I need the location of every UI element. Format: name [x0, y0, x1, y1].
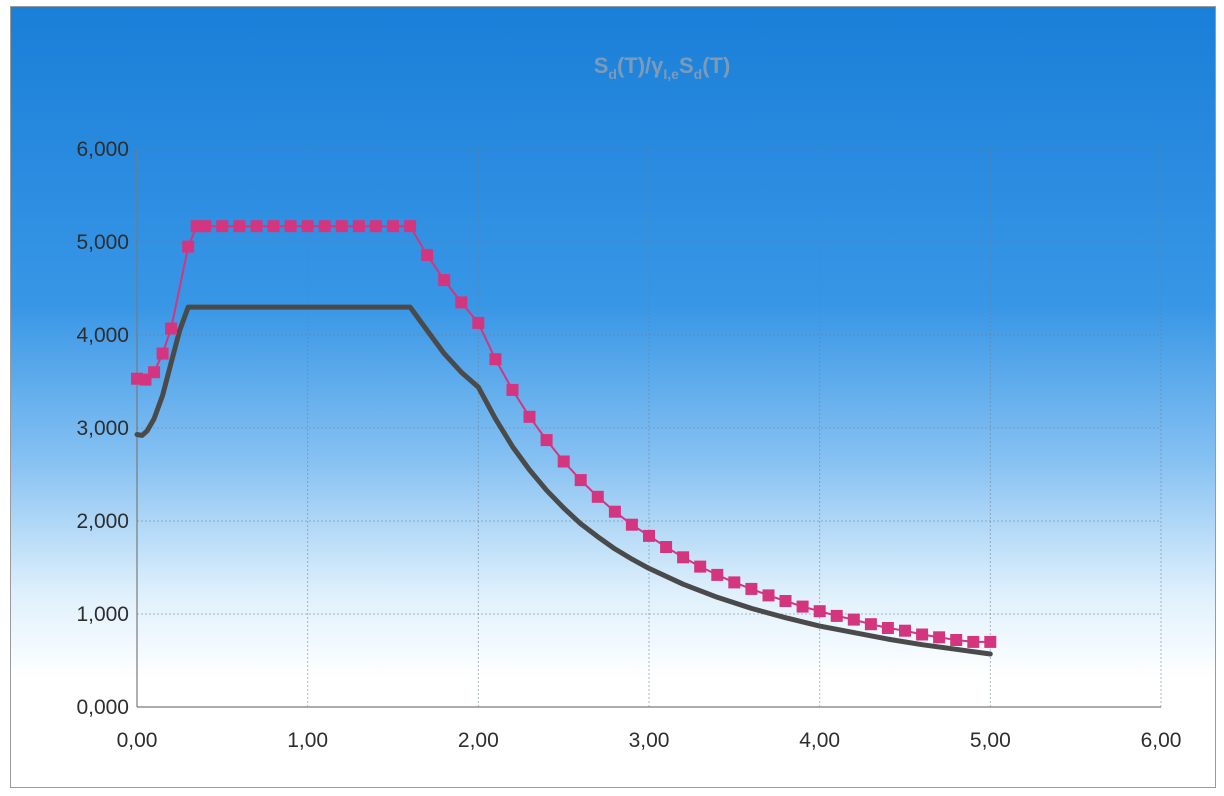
- series-2-point: [438, 274, 451, 287]
- axes: [136, 149, 1161, 708]
- series-2-point: [335, 220, 348, 233]
- series-2-point: [369, 220, 382, 233]
- y-tick-label: 5,000: [76, 231, 129, 254]
- x-tick-label: 3,00: [629, 729, 670, 752]
- series-1-line: [134, 304, 993, 657]
- series-2-point: [984, 635, 997, 648]
- series-2-point: [182, 240, 195, 253]
- chart-frame: Sd(T)/γI,eSd(T) 0,00 1,00 2,00 3,00 4,00 5,00…: [10, 6, 1216, 788]
- series-2-point: [216, 220, 229, 233]
- series-2-point: [933, 631, 946, 644]
- series-2-point: [199, 220, 212, 233]
- series-2-point: [557, 455, 570, 468]
- series-2-point: [472, 316, 485, 329]
- chart-svg: Sd(T)/γI,eSd(T) 0,00 1,00 2,00 3,00 4,00 5,00…: [11, 7, 1215, 787]
- series-2-point: [267, 220, 280, 233]
- series-2-point: [523, 410, 536, 423]
- series-2-point: [830, 609, 843, 622]
- series-2-point: [660, 541, 673, 553]
- series-2-point: [506, 383, 519, 396]
- series-1: [134, 304, 993, 657]
- chart-background: [11, 7, 1215, 787]
- series-2-point: [489, 353, 502, 366]
- x-tick-label: 5,00: [970, 729, 1011, 752]
- series-2-point: [318, 220, 331, 233]
- series-2-point: [455, 296, 468, 309]
- series-2-point: [233, 220, 246, 233]
- y-tick-label: 4,000: [76, 324, 129, 347]
- series-2-point: [404, 220, 417, 233]
- series-2-point: [864, 618, 877, 631]
- series-2-point: [916, 628, 929, 641]
- series-2-point: [881, 622, 894, 634]
- y-tick-label: 0,000: [76, 696, 129, 719]
- tick-labels: 0,00 1,00 2,00 3,00 4,00 5,00 6,00 0,000 1,000 2,…: [76, 138, 1181, 752]
- series-2-point: [387, 220, 399, 233]
- series-2-point: [899, 624, 911, 637]
- chart-title: Sd(T)/γI,eSd(T): [594, 53, 731, 82]
- x-tick-label: 2,00: [458, 729, 499, 752]
- series-2-point: [728, 576, 741, 589]
- x-tick-label: 6,00: [1141, 729, 1182, 752]
- series-2-point: [796, 600, 809, 613]
- x-tick-label: 4,00: [799, 729, 840, 752]
- series-2-point: [250, 220, 263, 233]
- series-2-point: [608, 505, 621, 518]
- series-2: [131, 220, 997, 648]
- series-2-point: [813, 605, 826, 618]
- series-2-point: [301, 220, 314, 233]
- series-2-point: [165, 322, 178, 335]
- series-2-point: [745, 582, 758, 595]
- y-tick-label: 6,000: [76, 138, 129, 161]
- series-2-point: [967, 635, 980, 648]
- series-2-point: [284, 220, 297, 233]
- series-2-point: [711, 568, 724, 581]
- series-2-point: [677, 551, 690, 564]
- series-2-point: [694, 560, 707, 573]
- series-2-point: [950, 634, 963, 646]
- series-2-point: [625, 518, 638, 531]
- y-tick-label: 1,000: [76, 603, 129, 626]
- series-2-point: [540, 434, 553, 447]
- x-tick-label: 0,00: [117, 729, 158, 752]
- series-2-point: [847, 613, 860, 626]
- y-tick-label: 2,000: [76, 510, 129, 533]
- series-2-point: [156, 347, 169, 360]
- series-2-point: [148, 366, 161, 379]
- series-2-point: [779, 595, 792, 607]
- series-2-point: [591, 490, 604, 503]
- series-2-point: [574, 474, 587, 487]
- series-2-point: [421, 249, 434, 261]
- series-2-point: [762, 589, 775, 602]
- series-2-point: [352, 220, 365, 233]
- x-tick-label: 1,00: [287, 729, 328, 752]
- y-tick-label: 3,000: [76, 417, 129, 440]
- series-2-point: [643, 529, 655, 542]
- series-layer: [131, 220, 997, 657]
